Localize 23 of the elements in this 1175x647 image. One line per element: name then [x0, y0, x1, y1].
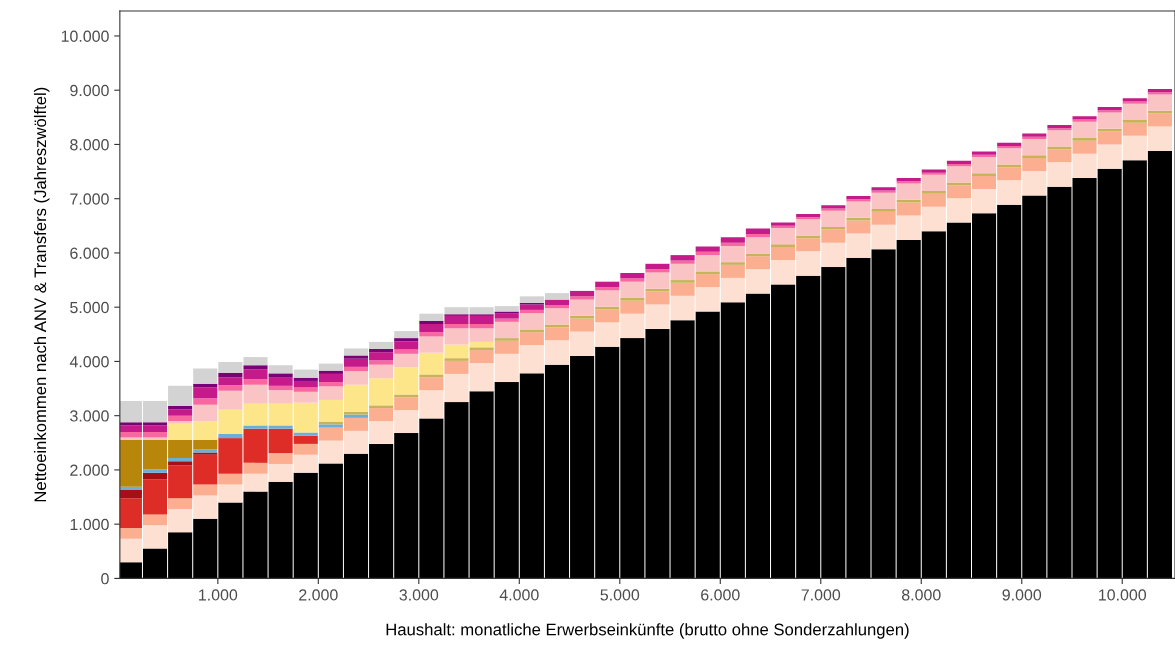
y-tick-label: 4.000	[69, 356, 109, 368]
y-tick-label: 1.000	[70, 518, 109, 531]
y-tick-label: 0	[101, 573, 109, 585]
x-tick-label: 4.000	[499, 589, 539, 601]
y-tick-label: 10.000	[61, 30, 109, 42]
x-tick-label: 1.000	[199, 589, 238, 601]
x-tick-label: 2.000	[299, 589, 338, 601]
y-tick-label: 5.000	[70, 301, 109, 314]
y-tick-label: 3.000	[70, 410, 109, 422]
x-tick-label: 5.000	[600, 589, 640, 601]
x-tick-label: 9.000	[1002, 589, 1042, 601]
y-tick-label: 7.000	[70, 193, 109, 205]
y-tick-label: 6.000	[70, 247, 109, 259]
y-tick-label: 2.000	[70, 464, 109, 476]
x-axis-title: Haushalt: monatliche Erwerbseinkünfte (brutto ohne Sonderzahlungen)	[386, 623, 909, 639]
y-tick-label: 9.000	[70, 84, 109, 97]
x-tick-label: 3.000	[399, 589, 439, 601]
y-axis-title: Nettoeinkommen nach ANV & Transfers (Jahreszwölftel)	[33, 87, 50, 502]
y-tick-label: 8.000	[70, 139, 109, 151]
x-tick-label: 6.000	[701, 589, 740, 601]
x-tick-label: 10.000	[1099, 589, 1147, 601]
x-tick-label: 8.000	[901, 589, 941, 601]
x-tick-label: 7.000	[801, 589, 841, 601]
